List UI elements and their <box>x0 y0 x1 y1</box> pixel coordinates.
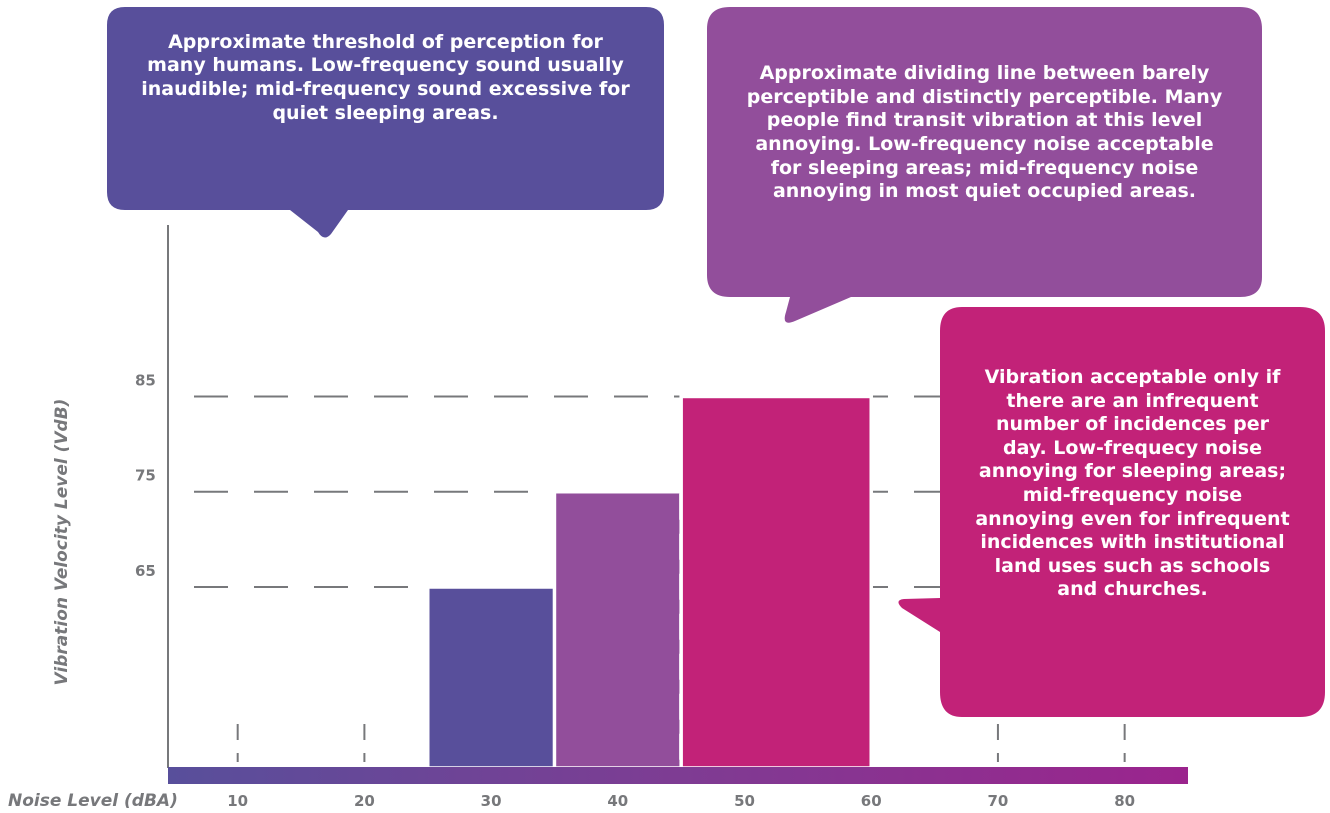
x-tick-label-50: 50 <box>734 792 755 810</box>
callout-bubble-2 <box>707 7 1262 323</box>
x-tick-label-40: 40 <box>607 792 628 810</box>
x-tick-label-80: 80 <box>1114 792 1135 810</box>
callout-shapes <box>107 7 1325 717</box>
bars-layer <box>426 394 873 770</box>
x-tick-label-60: 60 <box>861 792 882 810</box>
callout-text-2: Approximate dividing line between barely… <box>707 28 1262 238</box>
x-tick-label-10: 10 <box>227 792 248 810</box>
tick-labels-layer: 65 75 85 10 20 30 40 50 60 70 80 <box>135 371 1135 810</box>
callout-2-text: Approximate dividing line between barely… <box>746 62 1223 203</box>
callout-text-3: Vibration acceptable only if there are a… <box>940 335 1325 633</box>
y-tick-label-85: 85 <box>135 371 156 389</box>
x-tick-label-20: 20 <box>354 792 375 810</box>
x-axis-gradient-bar <box>168 767 1188 784</box>
callout-3-text: Vibration acceptable only if there are a… <box>975 366 1290 601</box>
y-tick-label-65: 65 <box>135 562 156 580</box>
callout-bubble-3 <box>898 307 1325 717</box>
bar-3 <box>679 394 873 770</box>
callout-bubble-1 <box>107 7 664 238</box>
callout-1-text: Approximate threshold of perception for … <box>141 30 630 124</box>
y-tick-label-75: 75 <box>135 467 156 485</box>
callout-text-1: Approximate threshold of perception for … <box>107 28 664 128</box>
x-axis-title: Noise Level (dBA) <box>8 791 178 811</box>
y-axis-title: Vibration Velocity Level (VdB) <box>52 399 72 686</box>
x-tick-label-30: 30 <box>481 792 502 810</box>
x-tick-label-70: 70 <box>988 792 1009 810</box>
